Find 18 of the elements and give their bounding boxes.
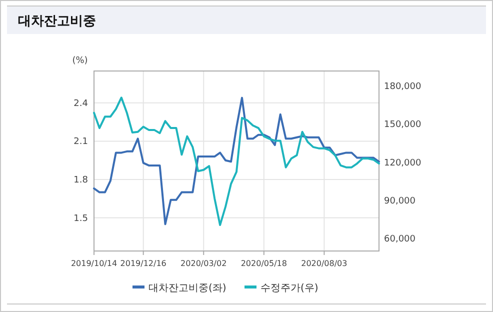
y-axis-title: (%) bbox=[72, 56, 88, 66]
legend-label: 수정주가(우) bbox=[260, 283, 318, 294]
y2-tick-label: 180,000 bbox=[384, 82, 422, 92]
x-tick-label: 2020/03/02 bbox=[180, 259, 227, 268]
y-tick-label: 2.1 bbox=[74, 137, 88, 148]
y-tick-label: 2.4 bbox=[74, 98, 88, 109]
legend-label: 대차잔고비중(좌) bbox=[148, 283, 226, 294]
x-tick-label: 2019/10/14 bbox=[70, 259, 118, 268]
y2-tick-label: 90,000 bbox=[384, 196, 416, 206]
chart-title: 대차잔고비중 bbox=[18, 14, 96, 29]
y-tick-label: 1.8 bbox=[74, 176, 88, 186]
x-tick-label: 2020/08/03 bbox=[301, 259, 348, 268]
y2-tick-label: 120,000 bbox=[384, 158, 422, 168]
x-tick-label: 2019/12/16 bbox=[120, 259, 166, 268]
x-tick-label: 2020/05/18 bbox=[240, 259, 287, 268]
y-tick-label: 1.5 bbox=[74, 214, 88, 224]
y2-tick-label: 150,000 bbox=[384, 120, 422, 130]
y2-tick-label: 60,000 bbox=[384, 234, 416, 244]
